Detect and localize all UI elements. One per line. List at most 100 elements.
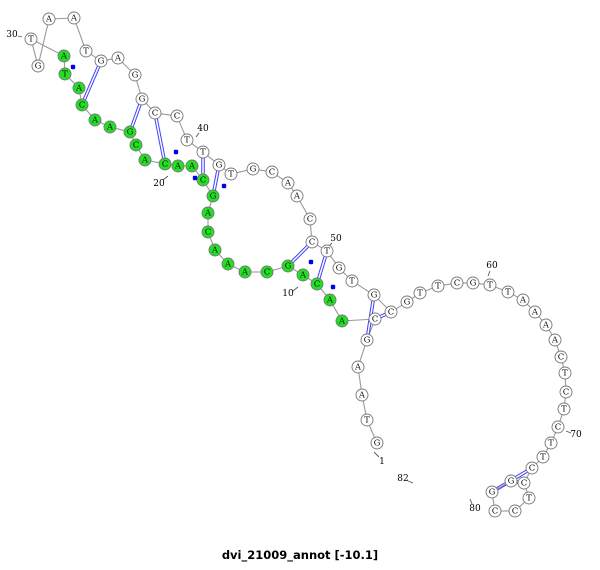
nucleotide-circle xyxy=(224,167,238,181)
nucleotide-circle xyxy=(559,385,573,399)
nucleotide-letter: G xyxy=(489,487,496,497)
noncanonical-pair-dot xyxy=(173,149,179,155)
backbone-segment xyxy=(492,497,495,506)
backbone-segment xyxy=(525,488,528,493)
nucleotide-circle xyxy=(384,305,398,319)
nucleotide-letter: C xyxy=(454,278,461,288)
nucleotide-circle-highlighted xyxy=(88,113,102,127)
nucleotide-circle xyxy=(508,504,522,518)
nucleotide-letter: C xyxy=(200,175,207,185)
noncanonical-pair-dot xyxy=(330,284,336,290)
nucleotide-circle-highlighted xyxy=(57,49,71,63)
nucleotide: G xyxy=(94,54,108,68)
backbone-segment xyxy=(100,122,105,125)
backbone-segment xyxy=(31,44,38,61)
nucleotide-circle-highlighted xyxy=(260,265,274,279)
nucleotide-letter: C xyxy=(174,111,181,121)
nucleotide: A xyxy=(516,293,530,307)
backbone-segment xyxy=(209,237,214,245)
nucleotide-circle xyxy=(400,295,414,309)
nucleotide: G xyxy=(281,259,295,273)
nucleotide-circle xyxy=(431,279,445,293)
nucleotide-letter: G xyxy=(132,70,139,80)
nucleotide-circle xyxy=(485,485,499,499)
nucleotide: G xyxy=(128,68,142,82)
index-leader-line xyxy=(407,480,414,484)
nucleotide: A xyxy=(67,11,81,25)
base-pair-rail xyxy=(379,312,386,316)
nucleotide-letter: C xyxy=(512,506,519,516)
backbone-segment xyxy=(316,244,323,249)
nucleotide: A xyxy=(221,257,235,271)
backbone-segment xyxy=(160,113,172,116)
index-label: 30 xyxy=(6,30,18,40)
nucleotide-letter: A xyxy=(91,115,99,125)
nucleotide-letter: C xyxy=(314,279,321,289)
backbone-segment xyxy=(356,283,370,293)
nucleotide-letter: G xyxy=(336,263,343,273)
backbone-segment xyxy=(207,155,215,162)
backbone-segment xyxy=(564,397,566,404)
nucleotide: T xyxy=(224,167,238,181)
nucleotide-letter: G xyxy=(216,160,223,170)
backbone-segment xyxy=(377,298,388,309)
backbone-segment xyxy=(330,255,336,264)
backbone-segment xyxy=(548,329,553,336)
backbone-segment xyxy=(342,271,349,278)
nucleotide-circle xyxy=(135,92,149,106)
backbone-segment xyxy=(121,61,132,72)
noncanonical-pair-dot xyxy=(70,64,76,70)
nucleotide-letter: A xyxy=(60,51,68,61)
nucleotide: T xyxy=(58,67,72,81)
base-pair-rail xyxy=(319,256,327,279)
nucleotide: G xyxy=(466,276,480,290)
nucleotide-circle-highlighted xyxy=(296,268,310,282)
nucleotide-circle-highlighted xyxy=(103,120,117,134)
nucleotide-circle xyxy=(212,158,226,172)
backbone-segment xyxy=(218,254,225,260)
base-pair-rail xyxy=(154,119,164,159)
base-pair-rail xyxy=(130,104,140,127)
nucleotide-letter: C xyxy=(79,100,86,110)
nucleotide: T xyxy=(431,279,445,293)
nucleotide: T xyxy=(413,286,427,300)
nucleotide-circle xyxy=(351,360,365,374)
index-leader-line xyxy=(469,498,473,505)
nucleotide: A xyxy=(323,293,337,307)
nucleotide-letter: A xyxy=(354,362,362,372)
index-label: 50 xyxy=(330,234,342,244)
nucleotide-letter: G xyxy=(374,438,381,448)
nucleotide-circle xyxy=(548,333,562,347)
index-label: 70 xyxy=(570,430,582,440)
nucleotide-letter: C xyxy=(555,422,562,432)
noncanonical-pair-dot xyxy=(221,183,227,189)
nucleotide: T xyxy=(180,133,194,147)
nucleotide-letter: A xyxy=(204,208,212,218)
index-label: 1 xyxy=(379,457,385,467)
nucleotide: C xyxy=(129,138,143,152)
nucleotide: A xyxy=(138,153,152,167)
nucleotide-circle xyxy=(554,350,568,364)
base-pair-rail xyxy=(380,315,387,319)
index-leader-line xyxy=(17,35,23,38)
nucleotide-letter: T xyxy=(505,287,511,297)
nucleotide-circle-highlighted xyxy=(206,189,220,203)
nucleotide-circle-highlighted xyxy=(129,138,143,152)
nucleotide-letter: T xyxy=(561,404,567,414)
backbone-segment xyxy=(258,169,267,172)
nucleotide: C xyxy=(488,504,502,518)
nucleotide-circle xyxy=(94,54,108,68)
nucleotide-letter: A xyxy=(326,295,334,305)
nucleotide: G xyxy=(332,261,346,275)
nucleotide-circle xyxy=(345,274,359,288)
nucleotide-circle xyxy=(128,68,142,82)
nucleotide-circle xyxy=(196,145,210,159)
nucleotide: A xyxy=(528,305,542,319)
nucleotide: A xyxy=(42,12,56,26)
nucleotide-letter: A xyxy=(531,307,539,317)
nucleotide: T xyxy=(483,278,497,292)
nucleotide-letter: A xyxy=(141,155,149,165)
nucleotide-letter: A xyxy=(293,191,301,201)
